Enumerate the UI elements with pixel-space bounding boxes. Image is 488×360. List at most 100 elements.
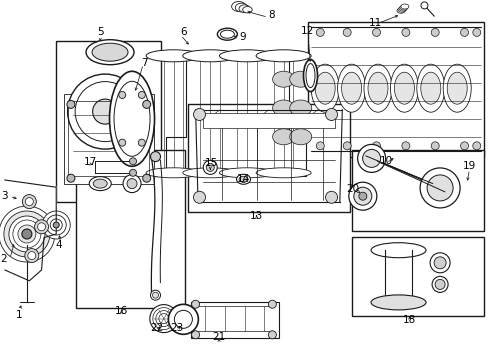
Circle shape [0,206,55,262]
Bar [56,41,161,202]
Ellipse shape [398,6,406,11]
Ellipse shape [310,64,339,112]
Ellipse shape [289,100,311,116]
Text: 23: 23 [170,323,183,333]
Circle shape [434,279,444,289]
Bar [63,94,154,184]
Ellipse shape [367,72,387,104]
Ellipse shape [272,100,294,116]
Circle shape [138,139,145,146]
Circle shape [159,314,168,324]
Circle shape [472,142,480,150]
Ellipse shape [89,177,111,190]
Circle shape [316,28,324,36]
Ellipse shape [220,30,234,38]
Polygon shape [134,52,305,176]
Ellipse shape [146,168,201,178]
Circle shape [325,191,337,203]
Ellipse shape [75,82,135,141]
Ellipse shape [183,50,237,62]
Circle shape [142,174,150,182]
Ellipse shape [93,179,107,188]
Ellipse shape [420,72,440,104]
Circle shape [372,142,380,150]
Ellipse shape [399,5,407,10]
Circle shape [429,253,449,273]
Ellipse shape [114,81,150,156]
Ellipse shape [219,168,274,178]
Circle shape [419,168,459,208]
Circle shape [401,142,409,150]
Ellipse shape [183,168,237,178]
Circle shape [191,300,199,308]
Text: 20: 20 [346,184,359,194]
Circle shape [268,331,276,339]
Text: 19: 19 [462,161,475,171]
Circle shape [25,198,33,206]
Bar [351,150,483,231]
Circle shape [9,216,45,252]
Bar [307,22,483,157]
Circle shape [191,331,199,339]
Circle shape [38,223,45,231]
Circle shape [129,158,136,165]
Ellipse shape [400,4,408,9]
Circle shape [46,215,66,235]
Circle shape [119,139,125,146]
Text: 9: 9 [239,32,246,42]
Ellipse shape [416,64,444,112]
Ellipse shape [363,64,391,112]
Ellipse shape [217,28,237,40]
Ellipse shape [260,51,306,60]
Circle shape [316,142,324,150]
Ellipse shape [256,168,310,178]
Text: 6: 6 [180,27,186,37]
Circle shape [22,195,36,208]
Text: 13: 13 [249,211,263,221]
Ellipse shape [397,7,405,12]
Circle shape [430,28,438,36]
Ellipse shape [442,64,470,112]
Text: 2: 2 [0,254,7,264]
Circle shape [174,310,192,328]
Circle shape [13,220,41,248]
Ellipse shape [239,5,249,13]
Circle shape [25,249,39,262]
Text: 17: 17 [83,157,97,167]
Ellipse shape [92,43,128,61]
Ellipse shape [224,51,269,60]
Ellipse shape [256,50,310,62]
Ellipse shape [92,99,118,124]
Ellipse shape [109,71,154,166]
Circle shape [150,152,160,162]
Bar [188,104,349,212]
Ellipse shape [231,1,245,12]
Circle shape [35,220,48,234]
Text: 22: 22 [149,323,163,333]
Ellipse shape [235,3,247,12]
Circle shape [127,179,137,189]
Ellipse shape [67,74,142,149]
Text: 15: 15 [204,158,218,168]
Circle shape [325,108,337,121]
Text: 18: 18 [402,315,416,325]
Ellipse shape [152,292,158,298]
Circle shape [203,161,217,174]
Circle shape [430,142,438,150]
Text: 3: 3 [1,191,8,201]
Text: 1: 1 [16,310,23,320]
Ellipse shape [394,72,413,104]
Ellipse shape [389,64,418,112]
Circle shape [472,28,480,36]
Circle shape [193,108,205,121]
Ellipse shape [86,40,134,65]
Circle shape [18,225,36,243]
Circle shape [138,91,145,98]
Circle shape [433,257,445,269]
Circle shape [142,100,150,108]
Ellipse shape [272,71,294,87]
Text: 8: 8 [267,10,274,20]
Text: 5: 5 [97,27,103,37]
Circle shape [372,28,380,36]
Circle shape [206,163,214,171]
